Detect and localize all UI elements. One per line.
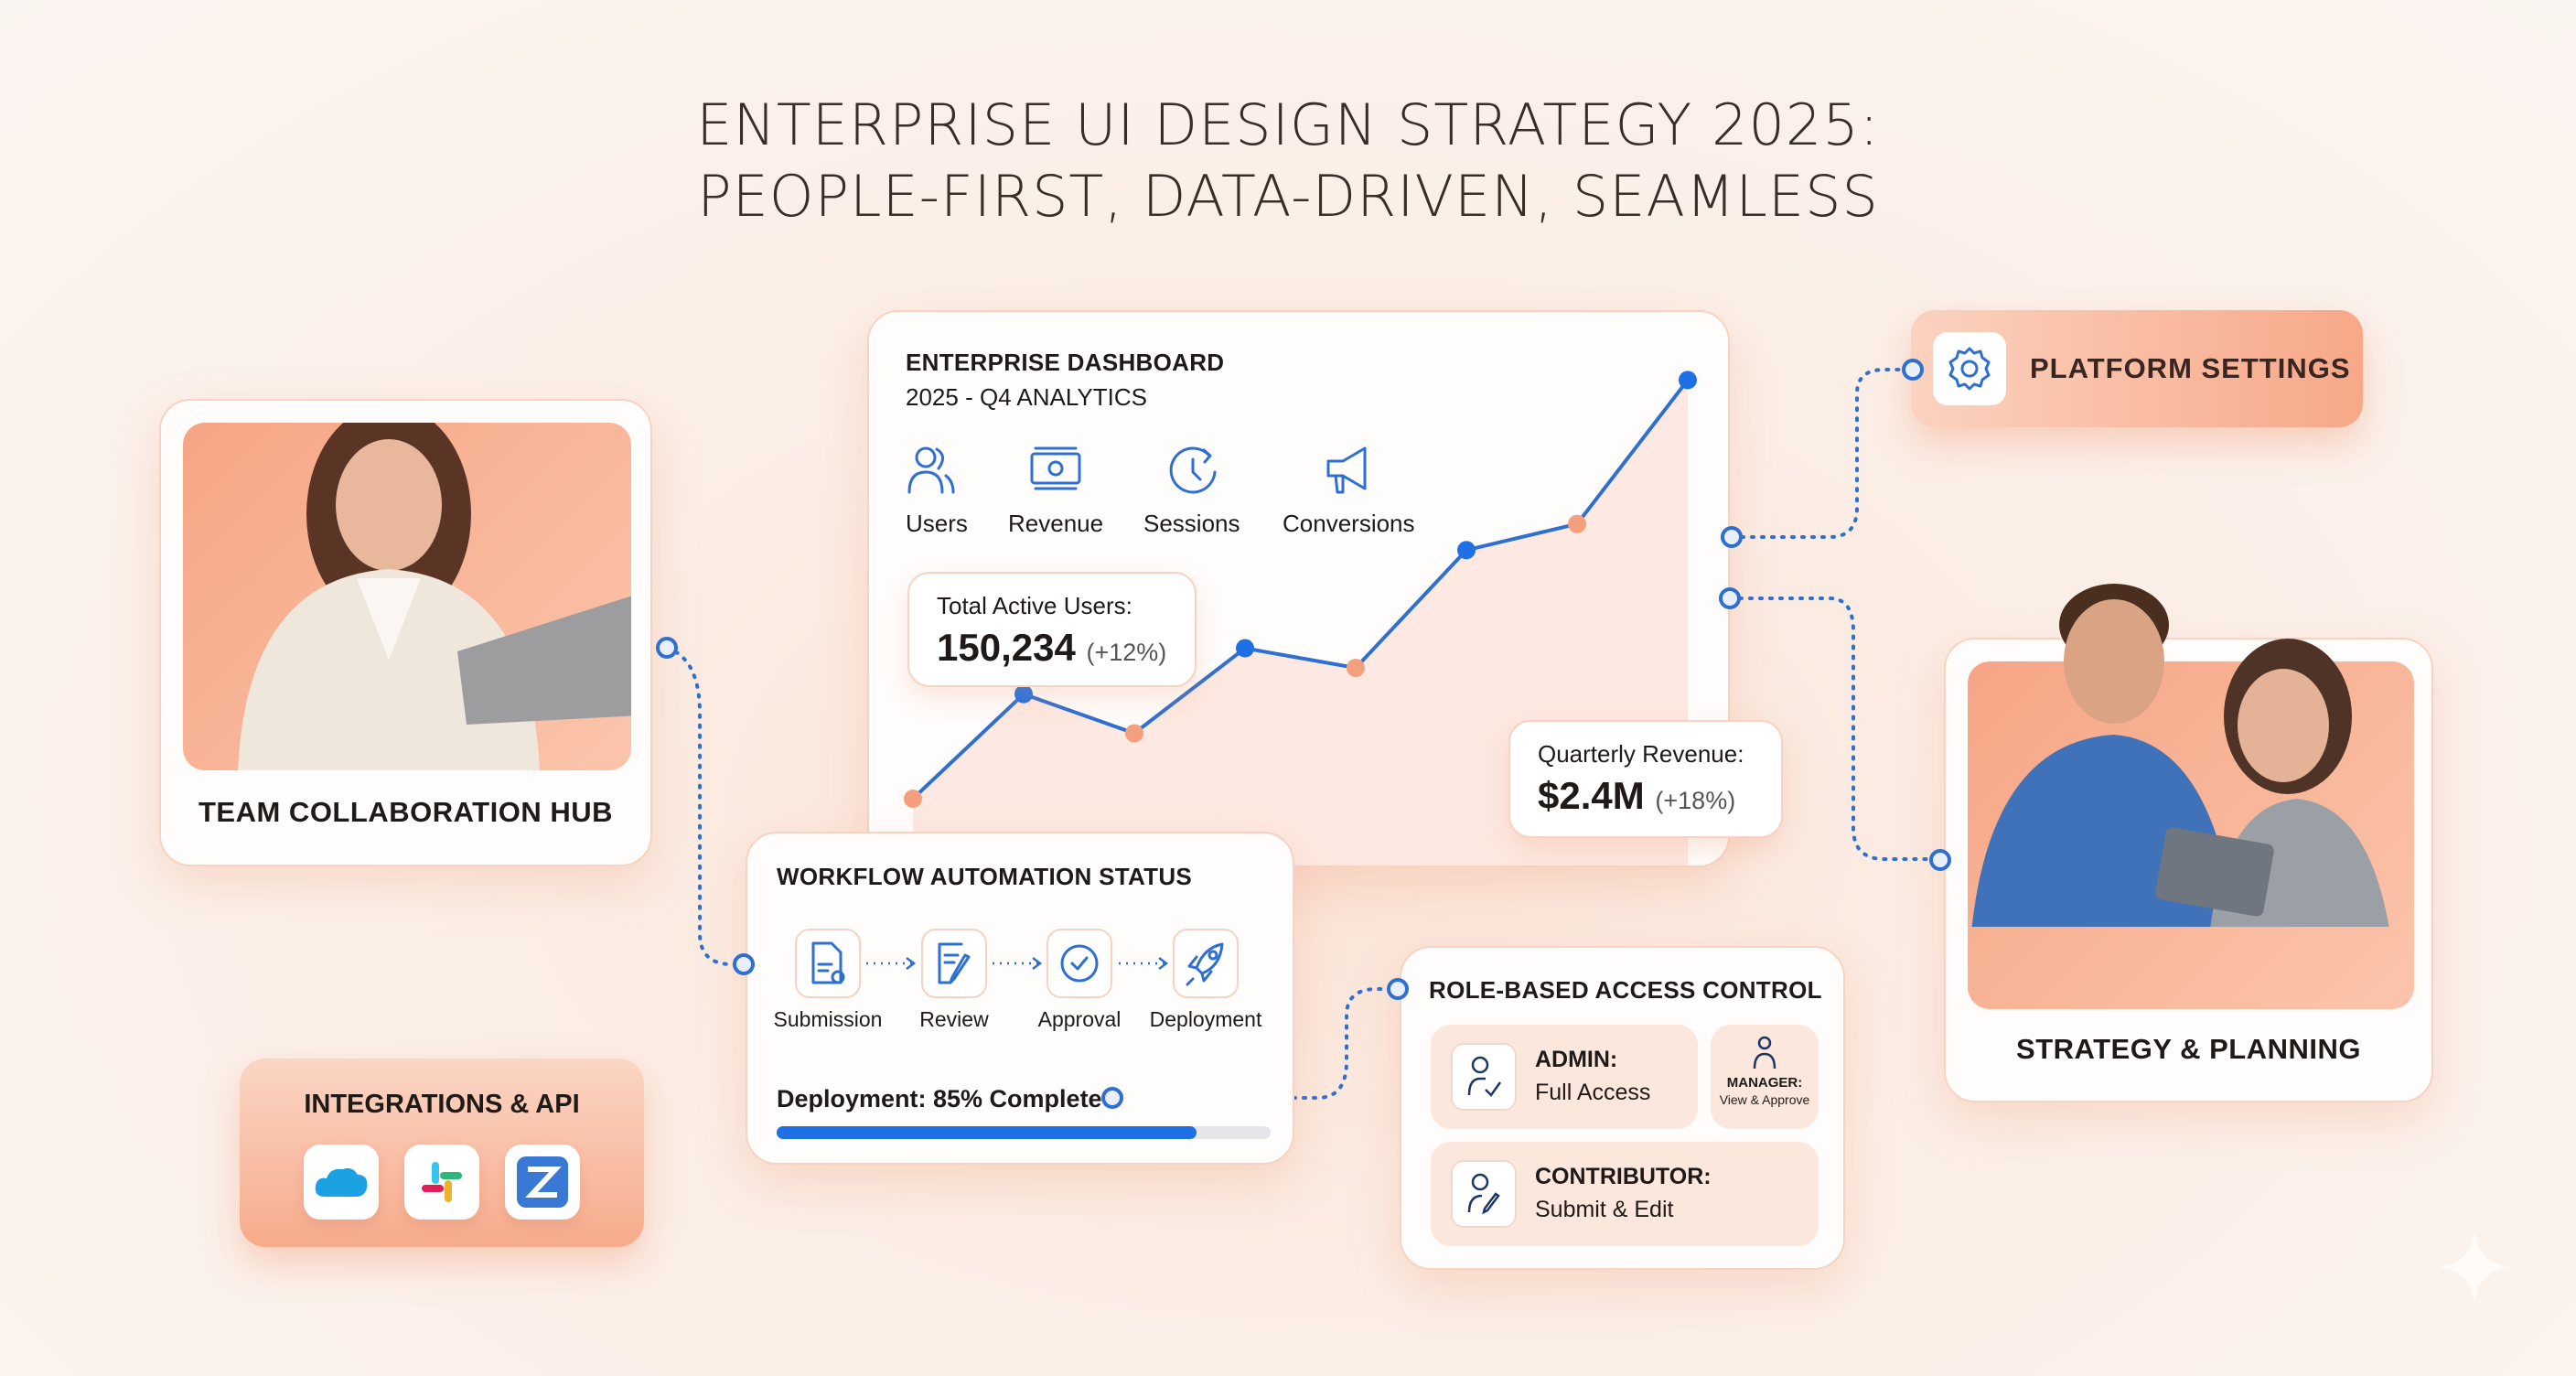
metric-revenue[interactable]: Revenue [1008, 445, 1103, 538]
stat-change: (+12%) [1086, 639, 1167, 666]
woman-with-laptop-photo [183, 423, 631, 770]
user-growth-line-chart [904, 371, 1697, 865]
chart-point [1014, 684, 1033, 704]
document-icon [811, 941, 845, 984]
chart-point [1125, 724, 1143, 743]
clock-refresh-icon [1169, 446, 1217, 494]
title-line-1: ENTERPRISE UI DESIGN STRATEGY 2025: [696, 91, 1880, 158]
progress-fill [777, 1126, 1197, 1139]
role-contributor[interactable]: CONTRIBUTOR: Submit & Edit [1431, 1142, 1819, 1246]
page-title: ENTERPRISE UI DESIGN STRATEGY 2025: PEOP… [0, 90, 2576, 232]
role-access: View & Approve [1719, 1092, 1810, 1107]
platform-settings-button[interactable]: PLATFORM SETTINGS [1911, 310, 2363, 427]
integrations-title: INTEGRATIONS & API [304, 1090, 580, 1119]
team-with-tablet-photo [1968, 584, 2414, 1009]
step-label: Review [919, 1007, 989, 1031]
person-illustration [238, 423, 631, 770]
cloud-icon [315, 1167, 368, 1197]
check-circle-icon [1060, 944, 1099, 983]
chart-point [1347, 659, 1365, 677]
total-active-users-stat: Total Active Users: 150,234 (+12%) [907, 572, 1197, 687]
progress-label: Deployment: 85% Complete [777, 1085, 1102, 1113]
connector-node[interactable] [654, 635, 680, 661]
rbac-title: ROLE-BASED ACCESS CONTROL [1429, 976, 1822, 1004]
megaphone-icon [1326, 446, 1367, 494]
user-icon [1753, 1036, 1776, 1070]
sparkle-icon [2438, 1231, 2511, 1304]
metric-conversions[interactable]: Conversions [1283, 445, 1415, 538]
salesforce-app[interactable] [304, 1145, 379, 1220]
edit-icon [938, 942, 971, 984]
connector-node[interactable] [1717, 586, 1743, 611]
step-label: Deployment [1149, 1007, 1262, 1031]
user-check-icon [1467, 1056, 1502, 1097]
workflow-title: WORKFLOW AUTOMATION STATUS [777, 863, 1193, 890]
connector-node[interactable] [1927, 847, 1953, 873]
platform-settings-label: PLATFORM SETTINGS [2030, 352, 2351, 384]
progress-bar [777, 1126, 1271, 1139]
team-collaboration-card[interactable]: TEAM COLLABORATION HUB [159, 399, 652, 866]
stat-label: Total Active Users: [937, 592, 1132, 619]
metric-label: Conversions [1283, 510, 1415, 537]
zendesk-app[interactable] [505, 1145, 580, 1220]
zendesk-icon [517, 1156, 568, 1208]
stat-value: $2.4M [1538, 774, 1645, 817]
strategy-card-label: STRATEGY & PLANNING [2016, 1033, 2361, 1065]
dashboard-title: ENTERPRISE DASHBOARD [906, 349, 1225, 376]
role-name: MANAGER: [1726, 1075, 1803, 1091]
workflow-automation-card[interactable]: WORKFLOW AUTOMATION STATUS Submission Re… [746, 832, 1294, 1165]
step-arrows [866, 957, 1169, 970]
chart-point [1568, 514, 1586, 533]
users-icon [907, 446, 955, 494]
chart-point [1236, 639, 1254, 658]
stat-change: (+18%) [1655, 787, 1736, 814]
metric-sessions[interactable]: Sessions [1143, 445, 1240, 538]
connector-node[interactable] [731, 951, 757, 977]
step-label: Submission [773, 1007, 883, 1031]
role-access: Full Access [1535, 1080, 1651, 1105]
connector-node[interactable] [1900, 357, 1926, 382]
title-line-2: PEOPLE-FIRST, DATA-DRIVEN, SEAMLESS [697, 163, 1879, 230]
rocket-icon [1186, 942, 1224, 986]
stat-value: 150,234 [937, 626, 1076, 669]
role-name: ADMIN: [1535, 1047, 1618, 1072]
user-edit-icon [1467, 1173, 1500, 1215]
step-label: Approval [1037, 1007, 1122, 1031]
connector-node[interactable] [1100, 1085, 1125, 1111]
dashboard-subtitle: 2025 - Q4 ANALYTICS [906, 383, 1147, 411]
slack-app[interactable] [404, 1145, 479, 1220]
banknote-icon [1030, 446, 1081, 490]
integrations-card[interactable]: INTEGRATIONS & API [240, 1059, 644, 1247]
strategy-planning-card[interactable]: STRATEGY & PLANNING [1944, 584, 2433, 1102]
step-review[interactable] [921, 929, 987, 998]
connector-node[interactable] [1719, 524, 1744, 550]
metric-label: Users [906, 510, 968, 537]
stat-label: Quarterly Revenue: [1538, 740, 1744, 768]
step-approval[interactable] [1046, 929, 1112, 998]
role-manager[interactable]: MANAGER: View & Approve [1711, 1025, 1819, 1129]
chart-line [911, 379, 1690, 801]
gear-icon [1933, 332, 2006, 405]
metric-label: Revenue [1008, 510, 1104, 537]
chart-area [913, 380, 1688, 865]
role-admin[interactable]: ADMIN: Full Access [1431, 1025, 1698, 1129]
quarterly-revenue-stat: Quarterly Revenue: $2.4M (+18%) [1508, 720, 1783, 838]
slack-icon [422, 1162, 462, 1202]
step-deployment[interactable] [1173, 929, 1239, 998]
chart-point [1457, 541, 1476, 560]
role-access: Submit & Edit [1535, 1197, 1674, 1222]
connector-node[interactable] [1385, 976, 1411, 1002]
chart-point [904, 790, 922, 808]
role-based-access-card[interactable]: ROLE-BASED ACCESS CONTROL ADMIN: Full Ac… [1400, 946, 1845, 1270]
people-illustration [1971, 584, 2389, 927]
team-card-label: TEAM COLLABORATION HUB [199, 796, 613, 828]
metric-users[interactable]: Users [906, 445, 968, 538]
role-name: CONTRIBUTOR: [1535, 1164, 1712, 1189]
chart-point [1679, 371, 1697, 390]
step-submission[interactable] [795, 929, 861, 998]
metric-label: Sessions [1143, 510, 1240, 537]
